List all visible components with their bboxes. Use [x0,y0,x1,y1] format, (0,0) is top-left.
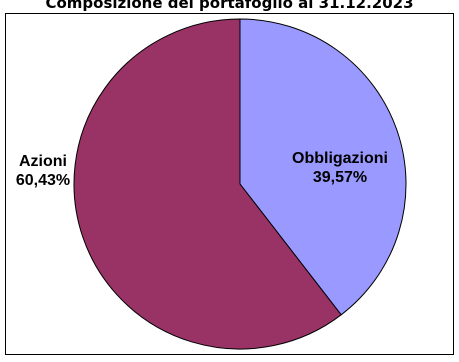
slice-label-obbligazioni: Obbligazioni 39,57% [292,150,388,186]
slice-label-obbligazioni-value: 39,57% [313,169,367,186]
pie-slices [73,18,407,350]
pie-slice-azioni [73,18,342,350]
slice-label-obbligazioni-name: Obbligazioni [292,150,388,167]
slice-label-azioni: Azioni 60,43% [16,153,70,189]
pie-slice-obbligazioni [239,18,407,316]
slice-label-azioni-name: Azioni [19,153,67,170]
chart-title: Composizione del portafoglio al 31.12.20… [45,0,414,12]
slice-label-azioni-value: 60,43% [16,172,70,189]
